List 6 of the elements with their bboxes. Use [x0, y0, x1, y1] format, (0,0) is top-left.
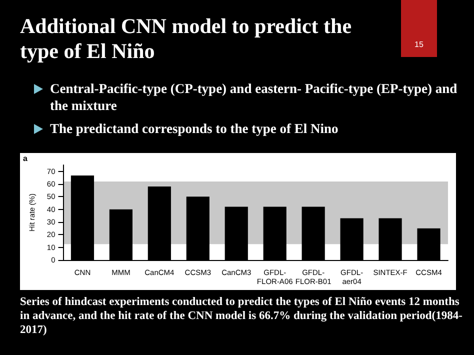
- text: 15: [401, 0, 437, 57]
- text: The predictand corresponds to the type of El Nino: [50, 121, 338, 136]
- chart-title: Additional CNN model to predict the type of El Niño: [20, 14, 353, 64]
- text: Central-Pacific-type (CP-type) and eastern- Pacific-type (EP-type) and the mixture: [50, 81, 458, 113]
- text: a: [23, 154, 28, 163]
- text: Series of hindcast experiments conducted to predict the types of El Niño events 12 months in advance, and the hit rate of the CNN model is 66.7% during the validation period(1984-2017): [20, 295, 464, 337]
